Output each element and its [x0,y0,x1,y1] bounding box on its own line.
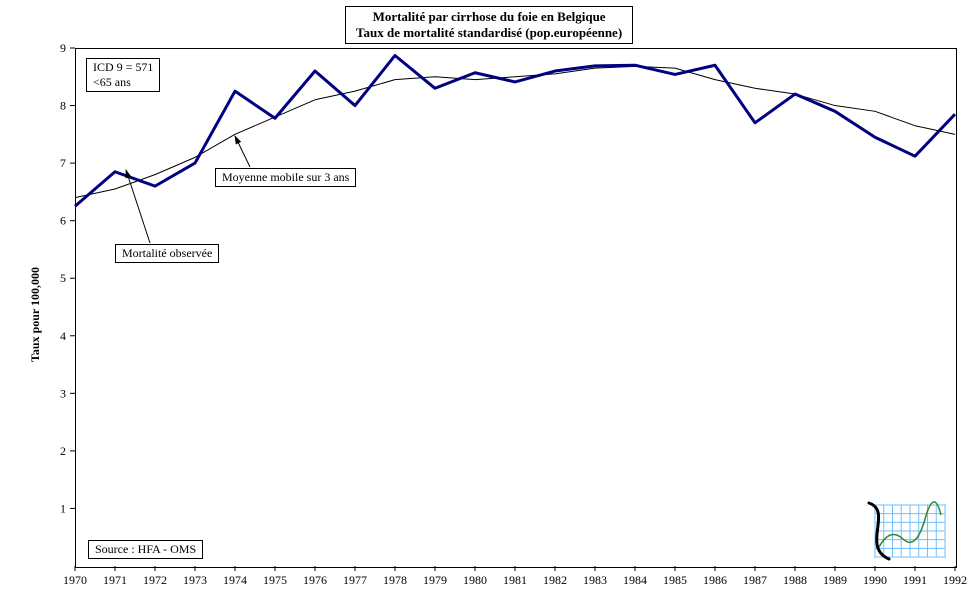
svg-text:5: 5 [60,271,66,285]
svg-text:1974: 1974 [223,573,247,587]
icd-info-box: ICD 9 = 571 <65 ans [86,58,160,92]
svg-text:1981: 1981 [503,573,527,587]
svg-text:7: 7 [60,156,66,170]
svg-text:1982: 1982 [543,573,567,587]
svg-text:1973: 1973 [183,573,207,587]
svg-text:1978: 1978 [383,573,407,587]
svg-text:4: 4 [60,329,66,343]
svg-text:1979: 1979 [423,573,447,587]
y-axis-label: Taux pour 100,000 [28,267,43,362]
svg-text:1980: 1980 [463,573,487,587]
svg-text:1975: 1975 [263,573,287,587]
moving-average-label: Moyenne mobile sur 3 ans [215,168,356,187]
svg-text:1984: 1984 [623,573,647,587]
svg-text:8: 8 [60,99,66,113]
svg-text:1971: 1971 [103,573,127,587]
svg-text:3: 3 [60,386,66,400]
icd-line2: <65 ans [93,75,153,90]
svg-text:1991: 1991 [903,573,927,587]
svg-text:1983: 1983 [583,573,607,587]
svg-text:1992: 1992 [943,573,967,587]
svg-text:1970: 1970 [63,573,87,587]
svg-text:1985: 1985 [663,573,687,587]
svg-text:1977: 1977 [343,573,367,587]
observed-series-label: Mortalité observée [115,244,219,263]
svg-text:1989: 1989 [823,573,847,587]
svg-text:1986: 1986 [703,573,727,587]
chart-container: Mortalité par cirrhose du foie en Belgiq… [0,0,970,602]
source-box: Source : HFA - OMS [88,540,203,559]
svg-text:1990: 1990 [863,573,887,587]
svg-text:6: 6 [60,214,66,228]
svg-text:1: 1 [60,501,66,515]
svg-text:2: 2 [60,444,66,458]
icd-line1: ICD 9 = 571 [93,60,153,75]
svg-text:1987: 1987 [743,573,767,587]
svg-text:1988: 1988 [783,573,807,587]
svg-text:1976: 1976 [303,573,327,587]
svg-text:1972: 1972 [143,573,167,587]
svg-text:9: 9 [60,41,66,55]
